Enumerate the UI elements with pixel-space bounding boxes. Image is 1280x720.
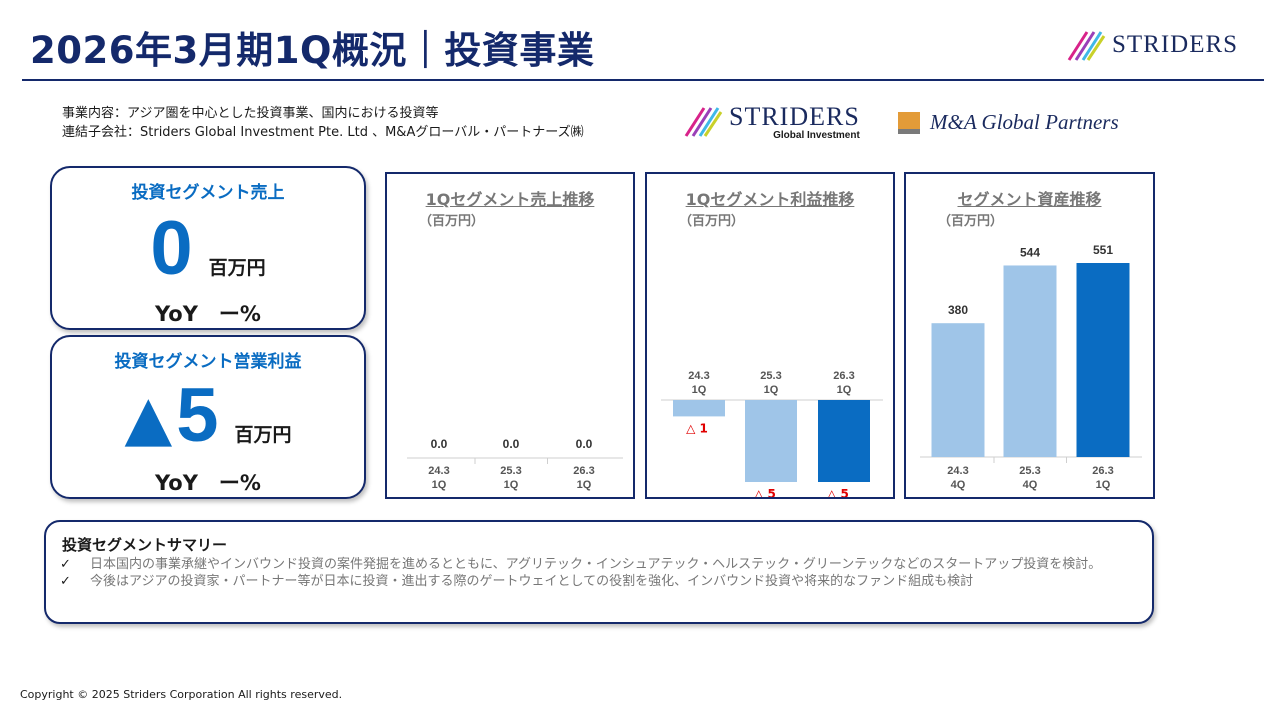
kpi-value: 5 — [176, 373, 219, 458]
category-label: 26.3 — [573, 465, 594, 477]
category-label: 1Q — [692, 384, 707, 396]
chart-panel-sales: 1Qセグメント売上推移 （百万円） 0.0 24.3 1Q 0.0 25.3 1Q 0.0 2… — [385, 172, 635, 499]
list-item: ✓ 今後はアジアの投資家・パートナー等が日本に投資・進出する際のゲートウェイとし… — [60, 573, 1140, 590]
category-label: 4Q — [951, 479, 966, 491]
check-icon: ✓ — [60, 557, 71, 572]
mag-logo-text: M&A Global Partners — [930, 110, 1119, 134]
striders-global-investment-logo: STRIDERS Global Investment — [683, 104, 860, 142]
mag-logo: M&A Global Partners — [898, 110, 1119, 135]
chart-title: セグメント資産推移 — [957, 190, 1102, 209]
category-label: 1Q — [764, 384, 779, 396]
check-icon: ✓ — [60, 574, 71, 589]
sgi-logo-sub: Global Investment — [773, 130, 860, 141]
chart-panel-profit: 1Qセグメント利益推移 （百万円） 24.3 1Q △ 1 25.3 1Q △ 5 26.3… — [645, 172, 895, 499]
summary-title: 投資セグメントサマリー — [62, 536, 228, 554]
kpi-card-sales: 投資セグメント売上 0 百万円 YoY ー% — [50, 166, 366, 330]
copyright: Copyright © 2025 Striders Corporation Al… — [20, 688, 343, 701]
category-label: 25.3 — [1019, 465, 1040, 477]
category-label: 1Q — [837, 384, 852, 396]
kpi-label: 投資セグメント売上 — [131, 183, 285, 203]
brand-logo: STRIDERS — [1066, 28, 1238, 62]
chart-title: 1Qセグメント利益推移 — [685, 190, 855, 209]
summary-text: 今後はアジアの投資家・パートナー等が日本に投資・進出する際のゲートウェイとしての… — [90, 574, 974, 589]
list-item: ✓ 日本国内の事業承継やインバウンド投資の案件発掘を進めるとともに、アグリテック… — [60, 556, 1140, 573]
chart-profit: 24.3 1Q △ 1 25.3 1Q △ 5 26.3 1Q △ 5 — [661, 370, 883, 497]
negative-triangle-icon: ▲ — [124, 381, 173, 454]
kpi-yoy: YoY ー% — [155, 471, 261, 495]
chart-unit: （百万円） — [938, 214, 1004, 229]
stripes-icon — [1067, 31, 1106, 61]
bar — [673, 400, 725, 417]
brand-name: STRIDERS — [1112, 31, 1239, 58]
chart-unit: （百万円） — [679, 214, 745, 229]
category-label: 1Q — [577, 479, 592, 491]
bar — [931, 323, 985, 457]
data-label: 0.0 — [431, 437, 448, 451]
category-label: 24.3 — [688, 370, 709, 382]
category-label: 1Q — [504, 479, 519, 491]
data-label: 380 — [948, 303, 968, 317]
category-label: 4Q — [1023, 479, 1038, 491]
category-label: 26.3 — [1092, 465, 1113, 477]
kpi-yoy: YoY ー% — [155, 302, 261, 326]
data-label: 0.0 — [576, 437, 593, 451]
data-label: 551 — [1093, 243, 1113, 257]
bar — [1076, 263, 1130, 457]
category-label: 26.3 — [833, 370, 854, 382]
chart-title: 1Qセグメント売上推移 — [425, 190, 595, 209]
summary-list: ✓ 日本国内の事業承継やインバウンド投資の案件発掘を進めるとともに、アグリテック… — [60, 556, 1140, 590]
data-label: 0.0 — [503, 437, 520, 451]
kpi-unit: 百万円 — [234, 424, 292, 446]
bar — [1003, 265, 1057, 457]
sgi-logo-main: STRIDERS — [729, 102, 860, 131]
category-label: 24.3 — [428, 465, 449, 477]
category-label: 25.3 — [500, 465, 521, 477]
business-intro: 事業内容：アジア圏を中心とした投資事業、国内における投資等 連結子会社：Stri… — [62, 104, 584, 142]
data-label: △ 5 — [827, 487, 849, 497]
data-label: 544 — [1020, 245, 1040, 259]
bar — [818, 400, 870, 482]
summary-text: 日本国内の事業承継やインバウンド投資の案件発掘を進めるとともに、アグリテック・イ… — [90, 557, 1102, 572]
category-label: 25.3 — [760, 370, 781, 382]
chart-unit: （百万円） — [419, 214, 485, 229]
bar — [745, 400, 797, 482]
page-title: 2026年3月期1Q概況｜投資事業 — [30, 29, 595, 72]
category-label: 1Q — [1096, 479, 1111, 491]
data-label: △ 1 — [686, 421, 708, 435]
chart-sales: 0.0 24.3 1Q 0.0 25.3 1Q 0.0 26.3 1Q — [407, 437, 623, 491]
data-label: △ 5 — [754, 487, 776, 497]
kpi-label: 投資セグメント営業利益 — [114, 352, 302, 372]
business-description: 事業内容：アジア圏を中心とした投資事業、国内における投資等 — [62, 106, 439, 121]
kpi-unit: 百万円 — [208, 257, 266, 279]
chart-panel-assets: セグメント資産推移 （百万円） 380 24.3 4Q 544 25.3 4Q 551 26.… — [904, 172, 1155, 499]
kpi-value: 0 — [150, 206, 193, 291]
stripes-icon — [684, 107, 723, 137]
category-label: 1Q — [432, 479, 447, 491]
category-label: 24.3 — [947, 465, 968, 477]
segment-summary: 投資セグメントサマリー ✓ 日本国内の事業承継やインバウンド投資の案件発掘を進め… — [44, 520, 1154, 624]
title-divider — [22, 79, 1264, 81]
mag-logo-mark-icon — [898, 111, 920, 134]
subsidiaries: 連結子会社：Striders Global Investment Pte. Lt… — [62, 125, 584, 140]
kpi-card-operating-profit: 投資セグメント営業利益 ▲ 5 百万円 YoY ー% — [50, 335, 366, 499]
chart-assets: 380 24.3 4Q 544 25.3 4Q 551 26.3 1Q — [920, 243, 1142, 491]
